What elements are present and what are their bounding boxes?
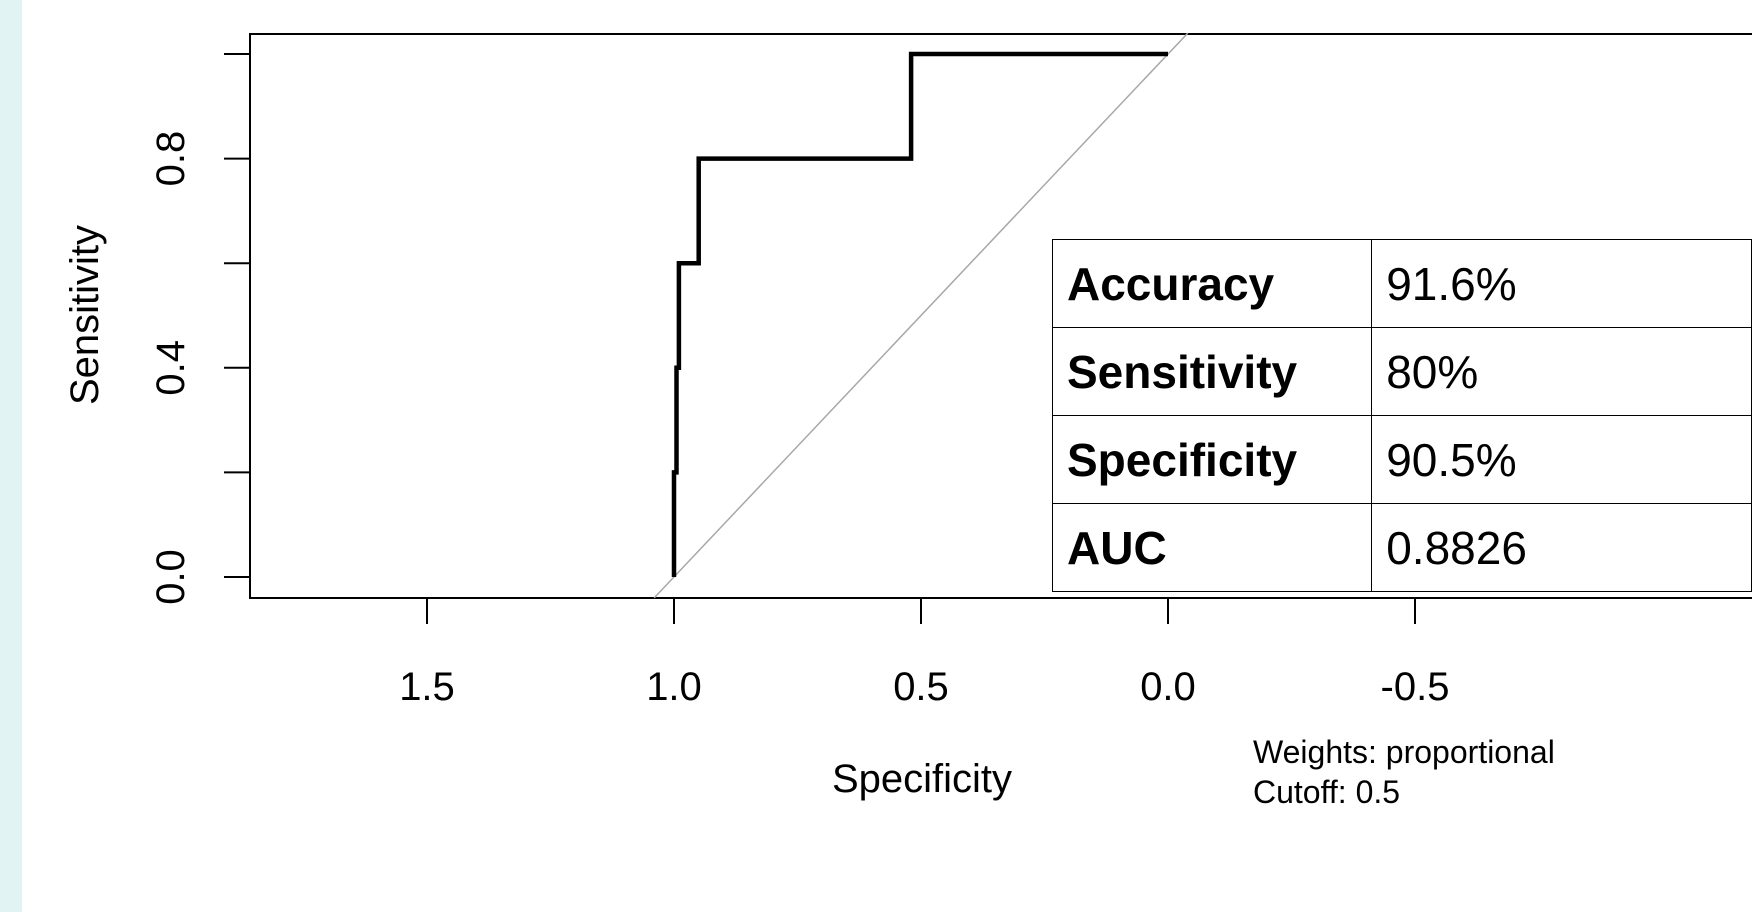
y-tick-label: 0.0 [149, 549, 193, 605]
metric-value-specificity: 90.5% [1371, 415, 1752, 504]
y-tick-label: 0.8 [149, 131, 193, 187]
x-tick-label: 1.0 [646, 665, 702, 709]
y-axis-title: Sensitivity [63, 225, 107, 405]
metrics-table: Accuracy 91.6% Sensitivity 80% Specifici… [1051, 239, 1752, 592]
metric-value-sensitivity: 80% [1371, 327, 1752, 416]
metric-value-accuracy: 91.6% [1371, 239, 1752, 328]
metric-label-accuracy: Accuracy [1051, 239, 1373, 328]
x-tick-label: 1.5 [399, 665, 455, 709]
metric-value-auc: 0.8826 [1371, 503, 1752, 592]
metrics-row-specificity: Specificity 90.5% [1051, 415, 1752, 504]
x-tick-label: -0.5 [1381, 665, 1450, 709]
roc-curve-line [671, 51, 1168, 577]
cutoff-note: Cutoff: 0.5 [1253, 774, 1401, 810]
metrics-row-sensitivity: Sensitivity 80% [1051, 327, 1752, 416]
reference-diagonal-line [653, 32, 1189, 599]
metric-label-auc: AUC [1051, 503, 1373, 592]
x-axis-title: Specificity [832, 757, 1012, 801]
plot-frame [249, 33, 1752, 599]
metrics-row-auc: AUC 0.8826 [1051, 503, 1752, 592]
x-tick-label: 0.5 [893, 665, 949, 709]
x-tick-label: 0.0 [1140, 665, 1196, 709]
metric-label-sensitivity: Sensitivity [1051, 327, 1373, 416]
metrics-row-accuracy: Accuracy 91.6% [1051, 239, 1752, 328]
left-sidebar-strip [0, 0, 22, 912]
metric-label-specificity: Specificity [1051, 415, 1373, 504]
y-tick-label: 0.4 [149, 340, 193, 396]
weights-note: Weights: proportional [1253, 734, 1555, 770]
